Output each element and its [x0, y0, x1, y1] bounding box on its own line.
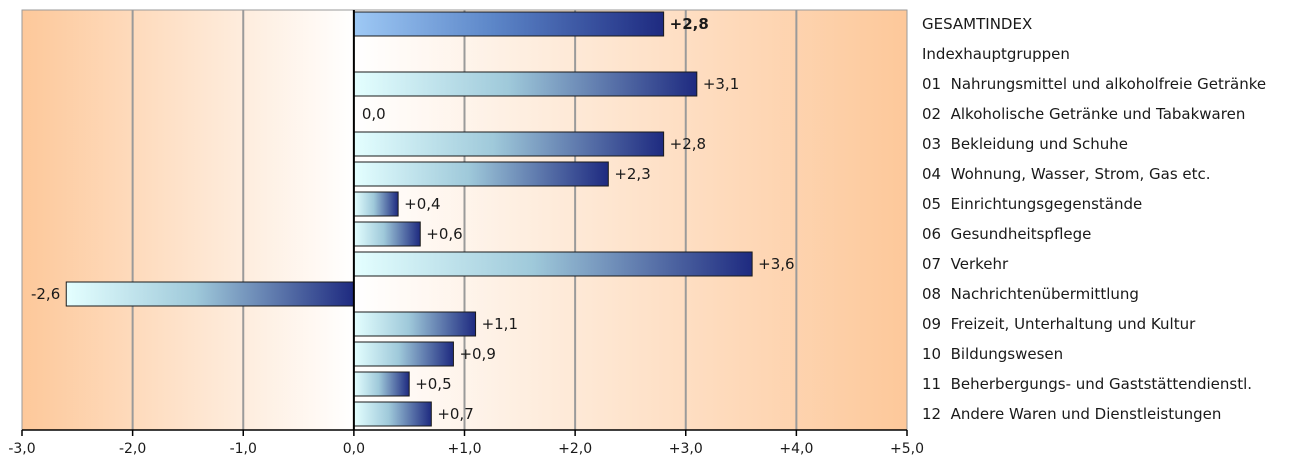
bar-value-label: +0,4 — [404, 195, 440, 213]
category-label: 10 Bildungswesen — [922, 345, 1063, 363]
x-tick-label: -2,0 — [119, 441, 146, 457]
bars — [65, 11, 753, 427]
category-label: 03 Bekleidung und Schuhe — [922, 135, 1128, 153]
value-labels: +2,8 +3,1 0,0 +2,8 +2,3 +0,4 +0,6 +3,6 -2,6 +1,1 +… — [31, 15, 795, 423]
bar-value-label: +0,7 — [437, 405, 473, 423]
bar — [353, 131, 665, 157]
bar — [353, 161, 609, 187]
bar — [353, 401, 432, 427]
bar — [353, 251, 753, 277]
bar-value-label: +0,5 — [415, 375, 451, 393]
x-tick-label: +4,0 — [779, 441, 813, 457]
category-label: 08 Nachrichtenübermittlung — [922, 285, 1139, 303]
gridlines — [131, 10, 798, 430]
category-label: 07 Verkehr — [922, 255, 1009, 273]
category-label: 05 Einrichtungsgegenstände — [922, 195, 1142, 213]
bar — [353, 221, 421, 247]
bar-value-label: +2,3 — [614, 165, 650, 183]
category-label: 02 Alkoholische Getränke und Tabakwaren — [922, 105, 1245, 123]
plot-background-left — [22, 10, 354, 430]
bar — [353, 311, 477, 337]
bar-value-label: +2,8 — [670, 135, 706, 153]
bar — [353, 341, 454, 367]
x-tick-label: 0,0 — [343, 441, 365, 457]
x-tick-label: +2,0 — [558, 441, 592, 457]
bar-value-label: -2,6 — [31, 285, 60, 303]
bar-value-label: +1,1 — [482, 315, 518, 333]
category-label: 04 Wohnung, Wasser, Strom, Gas etc. — [922, 165, 1211, 183]
x-tick-label: +5,0 — [890, 441, 924, 457]
category-label: 06 Gesundheitspflege — [922, 225, 1091, 243]
x-axis: -3,0 -2,0 -1,0 0,0 +1,0 +2,0 +3,0 +4,0 +5,0 — [8, 429, 924, 457]
bar-value-label: +2,8 — [670, 15, 709, 33]
x-tick-label: +1,0 — [448, 441, 482, 457]
bar — [353, 191, 399, 217]
bar-value-label: +0,6 — [426, 225, 462, 243]
bar-value-label: 0,0 — [362, 105, 386, 123]
bar-value-label: +3,1 — [703, 75, 739, 93]
category-legend: GESAMTINDEX Indexhauptgruppen 01 Nahrungsm… — [922, 15, 1266, 423]
category-label: 01 Nahrungsmittel und alkoholfreie Geträ… — [922, 75, 1266, 93]
category-label: 11 Beherbergungs- und Gaststättendienstl… — [922, 375, 1252, 393]
category-label: Indexhauptgruppen — [922, 45, 1070, 63]
x-tick-label: -3,0 — [8, 441, 35, 457]
bar — [353, 11, 665, 37]
bar — [65, 281, 355, 307]
x-tick-label: -1,0 — [230, 441, 257, 457]
bar-value-label: +0,9 — [459, 345, 495, 363]
bar-value-label: +3,6 — [758, 255, 794, 273]
x-tick-label: +3,0 — [669, 441, 703, 457]
bar — [353, 71, 698, 97]
category-label: 12 Andere Waren und Dienstleistungen — [922, 405, 1221, 423]
bar — [353, 371, 410, 397]
category-label: 09 Freizeit, Unterhaltung und Kultur — [922, 315, 1196, 333]
category-label: GESAMTINDEX — [922, 15, 1032, 33]
